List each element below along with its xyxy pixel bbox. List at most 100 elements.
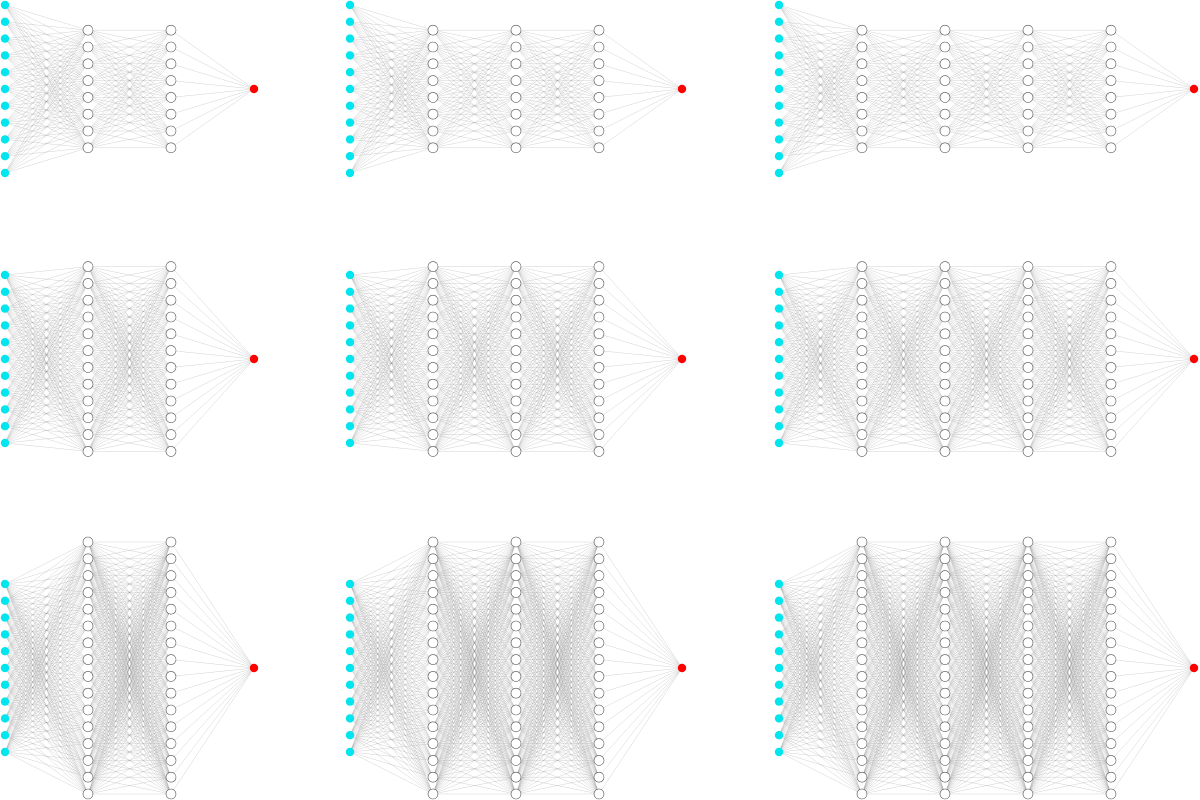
input-node (345, 596, 355, 605)
edge (349, 625, 434, 753)
edge (349, 266, 434, 444)
hidden-node (427, 429, 439, 440)
hidden-node (1022, 412, 1034, 424)
edge (515, 130, 600, 148)
input-node (0, 101, 10, 111)
input-node (774, 596, 784, 605)
edge (1110, 266, 1195, 360)
hidden-node (856, 721, 868, 733)
edge (432, 333, 517, 452)
input-node (345, 747, 355, 757)
edge (349, 266, 434, 393)
hidden-node (510, 570, 522, 581)
hidden-node (165, 142, 177, 154)
hidden-node (856, 75, 868, 86)
edge (778, 30, 863, 39)
edge (432, 266, 517, 435)
hidden-node (165, 345, 177, 356)
edge (170, 592, 255, 669)
edge (778, 30, 863, 90)
edge (432, 676, 517, 795)
input-node (345, 338, 355, 347)
edge (861, 266, 946, 452)
hidden-node (939, 536, 951, 548)
input-node (0, 34, 10, 43)
edge (4, 625, 89, 753)
edge (1110, 575, 1195, 669)
edge (778, 541, 863, 585)
hidden-node (427, 378, 439, 390)
edge (778, 384, 863, 444)
edge (778, 130, 863, 174)
edge (432, 367, 517, 452)
edge (432, 592, 517, 795)
edge (944, 283, 1029, 452)
edge (4, 30, 89, 123)
edge (515, 333, 600, 452)
edge (349, 541, 434, 702)
edge (1110, 659, 1195, 669)
edge (598, 333, 683, 360)
hidden-node (856, 637, 868, 649)
edge (944, 541, 1029, 643)
edge (515, 541, 600, 593)
edge (1027, 541, 1112, 677)
edge (87, 266, 172, 284)
edge (87, 266, 172, 435)
hidden-node (593, 654, 605, 665)
input-node (0, 270, 10, 280)
edge (87, 541, 172, 761)
edge (349, 30, 434, 90)
hidden-node (1105, 738, 1117, 749)
hidden-node (165, 553, 177, 565)
edge (4, 726, 89, 753)
hidden-node (165, 395, 177, 407)
input-node (0, 731, 10, 740)
edge (4, 384, 89, 444)
edge (1027, 541, 1112, 778)
hidden-node (165, 446, 177, 457)
edge (170, 30, 255, 90)
hidden-node (82, 108, 94, 120)
edge (349, 266, 434, 309)
edge (944, 541, 1029, 627)
edge (1027, 609, 1112, 795)
hidden-node (593, 58, 605, 70)
input-node (345, 422, 355, 431)
hidden-node (593, 345, 605, 356)
edge (87, 417, 172, 452)
input-node (345, 270, 355, 280)
edge (170, 283, 255, 360)
edge (861, 266, 946, 351)
hidden-node (82, 278, 94, 289)
hidden-node (593, 108, 605, 120)
hidden-node (856, 755, 868, 766)
edge (432, 541, 517, 694)
edge (432, 266, 517, 351)
edge (861, 350, 946, 452)
hidden-node (856, 738, 868, 749)
edge (598, 88, 683, 132)
edge (598, 592, 683, 669)
hidden-node (82, 755, 94, 766)
hidden-node (939, 738, 951, 749)
hidden-node (593, 570, 605, 581)
edge (87, 625, 172, 795)
edge (861, 609, 946, 795)
hidden-node (1022, 41, 1034, 53)
edge (861, 777, 946, 795)
edge (861, 434, 946, 452)
edge (349, 316, 434, 444)
edge (861, 558, 946, 795)
edge (515, 625, 600, 795)
edge (1027, 541, 1112, 610)
hidden-node (82, 553, 94, 565)
hidden-node (165, 75, 177, 86)
input-node (774, 51, 784, 60)
hidden-node (82, 446, 94, 457)
edge (778, 541, 863, 685)
output-node (1189, 84, 1199, 94)
edge (349, 541, 434, 652)
edge (598, 575, 683, 669)
edge (778, 266, 863, 376)
